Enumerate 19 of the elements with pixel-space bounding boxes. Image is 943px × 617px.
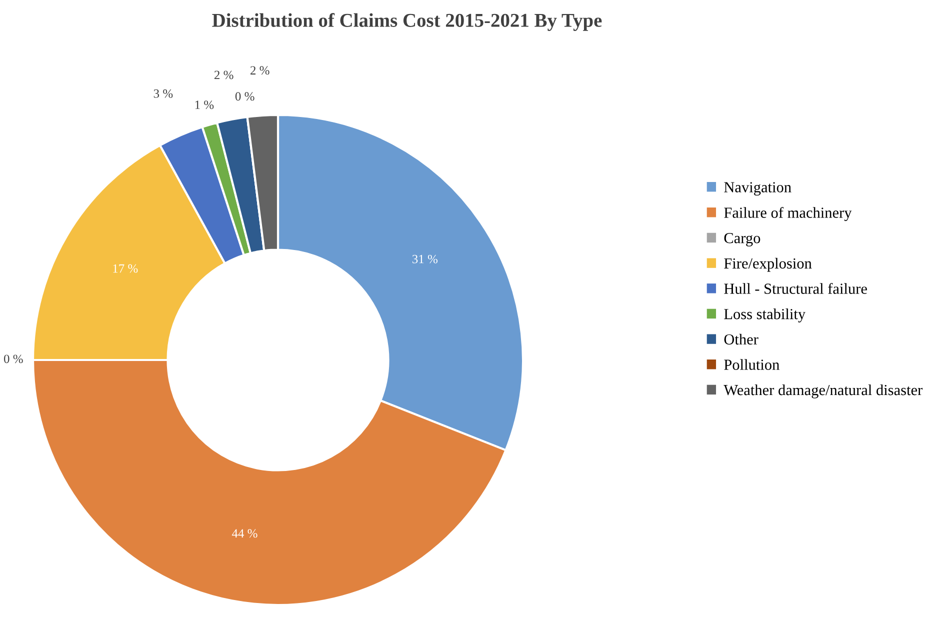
legend-label: Cargo <box>724 232 760 246</box>
text: 0 % <box>4 354 23 364</box>
chart-title: Distribution of Claims Cost 2015-2021 By Type <box>212 13 602 31</box>
text: 0 % <box>235 92 254 101</box>
legend-label: Weather damage/natural disaster <box>724 384 923 398</box>
data-label: 1 % <box>195 100 214 110</box>
legend-label: Loss stability <box>724 308 806 322</box>
legend-label: Pollution <box>724 359 780 370</box>
legend-label: Navigation <box>724 182 792 196</box>
legend-label: Failure of machinery <box>724 206 852 222</box>
legend-label: Other <box>724 334 758 345</box>
data-label: 17 % <box>113 264 138 273</box>
legend-label: Fire/explosion <box>724 258 812 272</box>
data-label: 3 % <box>154 89 173 98</box>
legend-label: Hull - Structural failure <box>724 283 867 294</box>
data-label: 44 % <box>232 529 258 538</box>
data-label: 31 % <box>412 254 438 264</box>
data-label: 2 % <box>250 66 270 75</box>
data-label: 2 % <box>214 70 234 80</box>
